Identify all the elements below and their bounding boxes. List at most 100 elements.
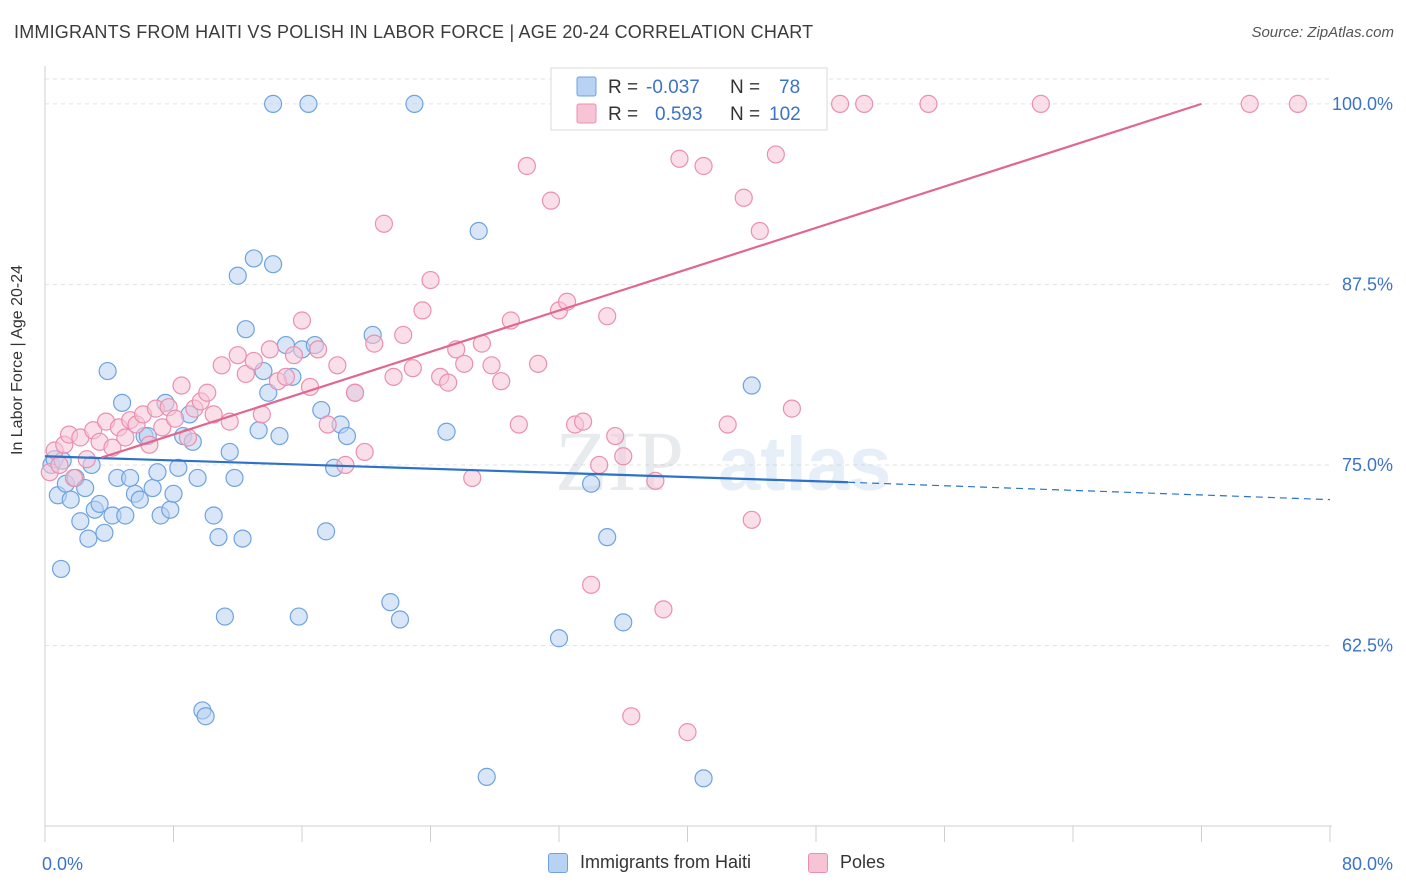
haiti-point-14 — [95, 523, 114, 542]
haiti-point-35 — [188, 468, 207, 488]
haiti-point-22 — [130, 490, 149, 509]
poles-point-46 — [365, 334, 384, 353]
stats-legend: R = -0.037 N = 78 R = 0.593 N = 102 — [550, 67, 828, 131]
poles-point-36 — [276, 367, 296, 386]
poles-point-70 — [582, 575, 601, 594]
legend-item-poles[interactable]: Poles — [808, 852, 885, 873]
legend-r-value-poles: 0.593 — [655, 104, 703, 125]
poles-point-57 — [463, 468, 482, 488]
poles-point-74 — [614, 447, 633, 466]
haiti-point-66 — [390, 610, 410, 629]
haiti-point-39 — [209, 528, 228, 547]
poles-point-51 — [413, 301, 432, 320]
legend-n-label-poles: N = — [730, 104, 760, 125]
chart-title: IMMIGRANTS FROM HAITI VS POLISH IN LABOR… — [14, 22, 814, 42]
poles-point-27 — [204, 405, 223, 424]
poles-point-86 — [718, 415, 737, 434]
poles-point-48 — [384, 367, 403, 386]
haiti-point-31 — [169, 458, 188, 477]
haiti-point-26 — [148, 463, 167, 482]
poles-point-32 — [244, 351, 263, 371]
haiti-point-45 — [236, 320, 255, 339]
haiti-point-29 — [161, 500, 180, 519]
haiti-point-13 — [90, 494, 109, 514]
series-poles-points — [40, 94, 1307, 742]
haiti-point-65 — [381, 593, 400, 612]
haiti-point-6 — [61, 490, 80, 509]
haiti-point-37 — [196, 707, 215, 726]
stats-legend-frame — [550, 67, 828, 131]
axes — [44, 66, 1332, 842]
haiti-point-77 — [263, 94, 283, 113]
haiti-point-41 — [220, 442, 239, 462]
poles-trend-line — [100, 102, 1202, 459]
haiti-point-72 — [582, 474, 601, 493]
x-tick-label-max: 80.0% — [1342, 854, 1393, 874]
legend-swatch-poles-bottom — [808, 852, 828, 873]
poles-point-62 — [509, 415, 528, 434]
poles-point-90 — [750, 221, 769, 241]
legend-swatch-haiti — [576, 76, 597, 97]
haiti-point-68 — [437, 422, 456, 441]
haiti-trend-extension — [848, 481, 1331, 501]
haiti-point-40 — [215, 607, 234, 626]
haiti-point-19 — [116, 506, 135, 525]
poles-point-83 — [678, 723, 697, 742]
y-tick-label-1: 75.0% — [1342, 455, 1393, 475]
poles-point-5 — [64, 468, 84, 488]
poles-point-13 — [116, 428, 135, 447]
poles-point-21 — [166, 409, 185, 428]
poles-point-19 — [153, 418, 172, 437]
haiti-trend-line — [44, 455, 849, 484]
poles-point-42 — [328, 356, 347, 375]
y-tick-label-3: 100.0% — [1332, 94, 1393, 114]
haiti-point-30 — [164, 484, 183, 503]
poles-point-65 — [541, 191, 561, 210]
source-credit: Source: ZipAtlas.com — [1251, 24, 1394, 41]
poles-point-99 — [1031, 94, 1050, 113]
tick-labels: 62.5% 75.0% 87.5% 100.0% 0.0% 80.0% — [42, 94, 1393, 874]
legend-r-label-haiti: R = — [608, 77, 638, 98]
legend-r-value-haiti: -0.037 — [646, 77, 700, 98]
haiti-point-74 — [614, 613, 633, 632]
legend-n-value-poles: 102 — [769, 104, 801, 125]
legend-swatch-poles — [576, 103, 597, 124]
poles-point-26 — [198, 383, 217, 402]
poles-point-82 — [670, 149, 689, 168]
haiti-point-56 — [299, 94, 318, 113]
poles-point-89 — [742, 510, 761, 529]
haiti-point-59 — [316, 522, 336, 541]
legend-swatch-haiti-bottom — [548, 852, 568, 873]
poles-point-72 — [598, 307, 617, 326]
haiti-point-43 — [228, 266, 247, 285]
haiti-point-9 — [76, 478, 95, 498]
trend-lines — [44, 102, 1331, 501]
poles-point-75 — [622, 707, 641, 726]
haiti-point-25 — [143, 478, 162, 498]
poles-point-2 — [50, 455, 69, 475]
poles-point-44 — [345, 383, 365, 402]
poles-point-60 — [492, 372, 511, 391]
poles-point-98 — [919, 94, 938, 113]
y-tick-label-0: 62.5% — [1342, 635, 1393, 655]
haiti-point-51 — [270, 426, 289, 446]
haiti-point-3 — [51, 559, 71, 579]
haiti-point-18 — [112, 393, 132, 412]
haiti-point-69 — [469, 221, 488, 241]
haiti-point-70 — [477, 767, 496, 786]
poles-point-52 — [421, 270, 440, 290]
poles-point-49 — [394, 325, 413, 345]
haiti-point-8 — [71, 512, 90, 531]
poles-point-59 — [482, 356, 501, 375]
poles-point-34 — [260, 340, 279, 359]
poles-point-69 — [573, 412, 593, 431]
haiti-point-50 — [263, 255, 283, 274]
legend-item-haiti[interactable]: Immigrants from Haiti — [548, 852, 751, 873]
poles-point-28 — [212, 356, 231, 375]
poles-point-100 — [1240, 94, 1259, 113]
haiti-point-10 — [79, 529, 98, 548]
poles-point-73 — [606, 426, 625, 446]
poles-point-40 — [308, 340, 328, 359]
haiti-point-38 — [204, 506, 223, 525]
